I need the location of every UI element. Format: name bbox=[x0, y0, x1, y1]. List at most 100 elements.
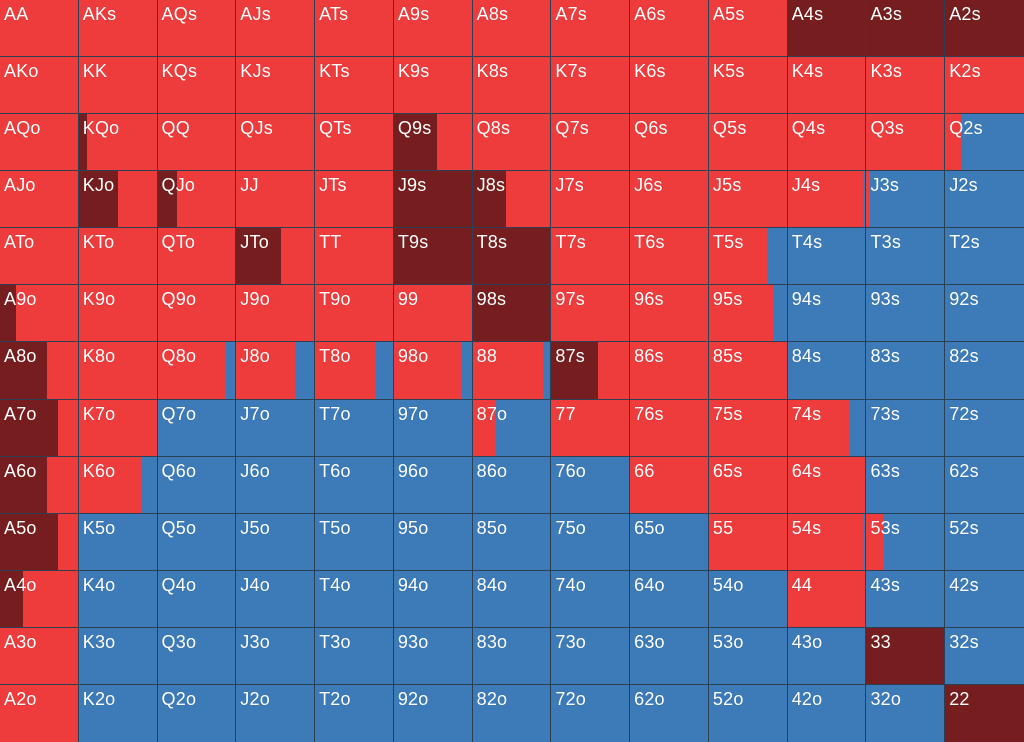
hand-cell[interactable]: Q9o bbox=[157, 285, 237, 343]
hand-cell[interactable]: A3o bbox=[0, 627, 79, 685]
hand-cell[interactable]: 99 bbox=[393, 285, 473, 343]
hand-cell[interactable]: K6s bbox=[630, 57, 709, 115]
hand-cell[interactable]: 53o bbox=[708, 627, 788, 685]
hand-cell[interactable]: K5o bbox=[78, 513, 158, 571]
hand-cell[interactable]: KTs bbox=[315, 57, 394, 115]
hand-cell[interactable]: T8s bbox=[472, 228, 552, 286]
hand-cell[interactable]: 76s bbox=[630, 399, 709, 457]
hand-cell[interactable]: 95o bbox=[393, 513, 473, 571]
hand-cell[interactable]: 83o bbox=[472, 627, 552, 685]
hand-cell[interactable]: T6o bbox=[315, 456, 394, 514]
hand-cell[interactable]: K6o bbox=[78, 456, 158, 514]
hand-cell[interactable]: 44 bbox=[787, 570, 867, 628]
hand-cell[interactable]: 84o bbox=[472, 570, 552, 628]
hand-cell[interactable]: 54o bbox=[708, 570, 788, 628]
hand-cell[interactable]: AJs bbox=[236, 0, 316, 58]
hand-cell[interactable]: 65s bbox=[708, 456, 788, 514]
hand-cell[interactable]: 43s bbox=[866, 570, 946, 628]
hand-cell[interactable]: Q4o bbox=[157, 570, 237, 628]
hand-cell[interactable]: T5s bbox=[708, 228, 788, 286]
hand-cell[interactable]: Q8s bbox=[472, 114, 552, 172]
hand-cell[interactable]: T4s bbox=[787, 228, 867, 286]
hand-cell[interactable]: Q2s bbox=[945, 114, 1024, 172]
hand-cell[interactable]: T3s bbox=[866, 228, 946, 286]
hand-cell[interactable]: J5s bbox=[708, 171, 788, 229]
hand-cell[interactable]: Q4s bbox=[787, 114, 867, 172]
hand-cell[interactable]: T3o bbox=[315, 627, 394, 685]
hand-cell[interactable]: 32s bbox=[945, 627, 1024, 685]
hand-cell[interactable]: 75s bbox=[708, 399, 788, 457]
hand-cell[interactable]: J2o bbox=[236, 684, 316, 742]
hand-cell[interactable]: A7o bbox=[0, 399, 79, 457]
hand-cell[interactable]: K2s bbox=[945, 57, 1024, 115]
hand-cell[interactable]: 88 bbox=[472, 342, 552, 400]
hand-cell[interactable]: A6s bbox=[630, 0, 709, 58]
hand-cell[interactable]: A5s bbox=[708, 0, 788, 58]
hand-cell[interactable]: Q8o bbox=[157, 342, 237, 400]
hand-cell[interactable]: A9o bbox=[0, 285, 79, 343]
hand-cell[interactable]: 92s bbox=[945, 285, 1024, 343]
hand-cell[interactable]: T9s bbox=[393, 228, 473, 286]
hand-cell[interactable]: 76o bbox=[551, 456, 631, 514]
hand-cell[interactable]: 52s bbox=[945, 513, 1024, 571]
hand-cell[interactable]: 43o bbox=[787, 627, 867, 685]
hand-cell[interactable]: 54s bbox=[787, 513, 867, 571]
hand-cell[interactable]: 96s bbox=[630, 285, 709, 343]
hand-cell[interactable]: K7o bbox=[78, 399, 158, 457]
hand-cell[interactable]: T8o bbox=[315, 342, 394, 400]
hand-cell[interactable]: QTs bbox=[315, 114, 394, 172]
hand-cell[interactable]: 62s bbox=[945, 456, 1024, 514]
hand-cell[interactable]: AKs bbox=[78, 0, 158, 58]
hand-cell[interactable]: 55 bbox=[708, 513, 788, 571]
hand-cell[interactable]: T7o bbox=[315, 399, 394, 457]
hand-cell[interactable]: A8s bbox=[472, 0, 552, 58]
hand-cell[interactable]: K2o bbox=[78, 684, 158, 742]
hand-cell[interactable]: KJs bbox=[236, 57, 316, 115]
hand-cell[interactable]: 92o bbox=[393, 684, 473, 742]
hand-cell[interactable]: 94s bbox=[787, 285, 867, 343]
hand-cell[interactable]: 72o bbox=[551, 684, 631, 742]
hand-cell[interactable]: Q9s bbox=[393, 114, 473, 172]
hand-cell[interactable]: 73s bbox=[866, 399, 946, 457]
hand-cell[interactable]: AKo bbox=[0, 57, 79, 115]
hand-cell[interactable]: 94o bbox=[393, 570, 473, 628]
hand-cell[interactable]: JTo bbox=[236, 228, 316, 286]
hand-cell[interactable]: 95s bbox=[708, 285, 788, 343]
hand-cell[interactable]: Q6o bbox=[157, 456, 237, 514]
hand-cell[interactable]: AA bbox=[0, 0, 79, 58]
hand-cell[interactable]: 33 bbox=[866, 627, 946, 685]
hand-cell[interactable]: K3s bbox=[866, 57, 946, 115]
hand-cell[interactable]: T9o bbox=[315, 285, 394, 343]
hand-cell[interactable]: Q5s bbox=[708, 114, 788, 172]
hand-cell[interactable]: 83s bbox=[866, 342, 946, 400]
hand-cell[interactable]: 86s bbox=[630, 342, 709, 400]
hand-cell[interactable]: J6s bbox=[630, 171, 709, 229]
hand-cell[interactable]: JTs bbox=[315, 171, 394, 229]
hand-cell[interactable]: 74s bbox=[787, 399, 867, 457]
hand-cell[interactable]: A5o bbox=[0, 513, 79, 571]
hand-cell[interactable]: 84s bbox=[787, 342, 867, 400]
hand-cell[interactable]: 87s bbox=[551, 342, 631, 400]
hand-cell[interactable]: J4s bbox=[787, 171, 867, 229]
hand-cell[interactable]: KQo bbox=[78, 114, 158, 172]
hand-cell[interactable]: Q6s bbox=[630, 114, 709, 172]
hand-cell[interactable]: A8o bbox=[0, 342, 79, 400]
hand-cell[interactable]: 85s bbox=[708, 342, 788, 400]
hand-cell[interactable]: 64o bbox=[630, 570, 709, 628]
hand-cell[interactable]: AQs bbox=[157, 0, 237, 58]
hand-cell[interactable]: JJ bbox=[236, 171, 316, 229]
hand-cell[interactable]: A7s bbox=[551, 0, 631, 58]
hand-cell[interactable]: AQo bbox=[0, 114, 79, 172]
hand-cell[interactable]: Q3s bbox=[866, 114, 946, 172]
hand-cell[interactable]: 73o bbox=[551, 627, 631, 685]
hand-cell[interactable]: KQs bbox=[157, 57, 237, 115]
hand-cell[interactable]: QQ bbox=[157, 114, 237, 172]
hand-cell[interactable]: 42s bbox=[945, 570, 1024, 628]
hand-cell[interactable]: J2s bbox=[945, 171, 1024, 229]
hand-cell[interactable]: 63s bbox=[866, 456, 946, 514]
hand-cell[interactable]: 22 bbox=[945, 684, 1024, 742]
hand-cell[interactable]: J9s bbox=[393, 171, 473, 229]
hand-cell[interactable]: ATo bbox=[0, 228, 79, 286]
hand-cell[interactable]: T2o bbox=[315, 684, 394, 742]
hand-cell[interactable]: 62o bbox=[630, 684, 709, 742]
